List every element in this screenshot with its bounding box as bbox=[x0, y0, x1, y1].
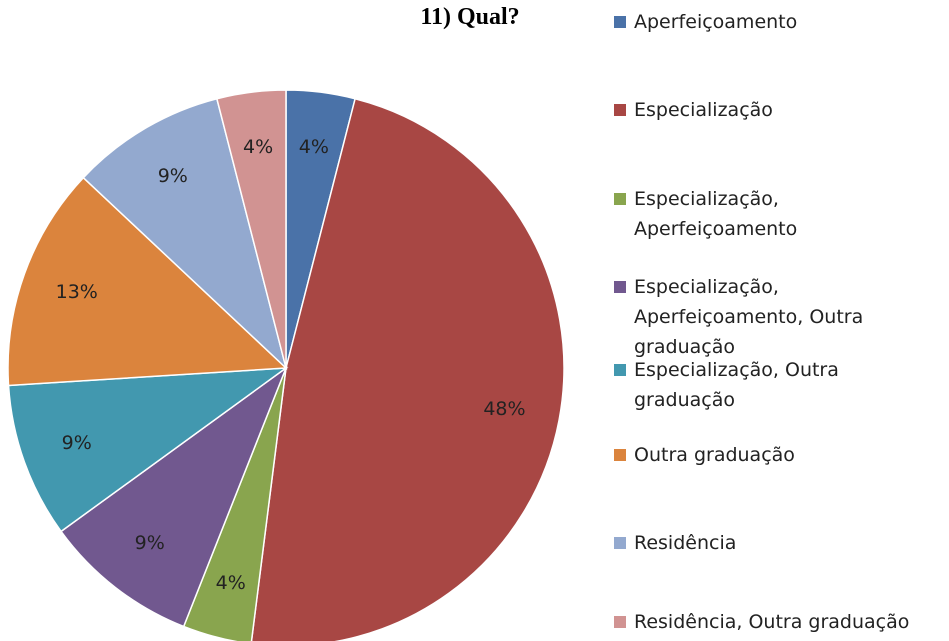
legend-swatch bbox=[614, 281, 626, 293]
legend-swatch bbox=[614, 364, 626, 376]
data-label: 9% bbox=[158, 165, 188, 187]
pie-slice bbox=[7, 367, 289, 533]
data-label: 4% bbox=[216, 572, 246, 594]
legend-label: Especialização, Aperfeiçoamento, Outra g… bbox=[634, 276, 864, 358]
legend-swatch bbox=[614, 104, 626, 116]
data-label: 9% bbox=[135, 532, 165, 554]
data-label: 4% bbox=[299, 136, 329, 158]
data-label: 4% bbox=[243, 136, 273, 158]
data-label: 9% bbox=[62, 432, 92, 454]
legend-swatch bbox=[614, 193, 626, 205]
legend-label: Especialização, Aperfeiçoamento bbox=[634, 188, 798, 240]
legend-label: Residência bbox=[634, 532, 737, 554]
legend-swatch bbox=[614, 16, 626, 28]
data-label: 48% bbox=[483, 398, 525, 420]
pie-slice bbox=[7, 176, 288, 387]
legend-label: Outra graduação bbox=[634, 444, 795, 466]
chart-title: 11) Qual? bbox=[420, 4, 520, 30]
legend-swatch bbox=[614, 537, 626, 549]
pie-slice bbox=[82, 97, 288, 371]
legend-label: Residência, Outra graduação bbox=[634, 611, 910, 633]
pie-slice bbox=[60, 365, 288, 628]
legend-label: Especialização, Outra graduação bbox=[634, 359, 839, 411]
data-label: 13% bbox=[56, 281, 98, 303]
legend-label: Aperfeiçoamento bbox=[634, 11, 798, 33]
pie-slice bbox=[215, 89, 287, 369]
legend-swatch bbox=[614, 616, 626, 628]
legend-swatch bbox=[614, 449, 626, 461]
pie-slice bbox=[250, 97, 565, 641]
legend-label: Especialização bbox=[634, 99, 773, 121]
